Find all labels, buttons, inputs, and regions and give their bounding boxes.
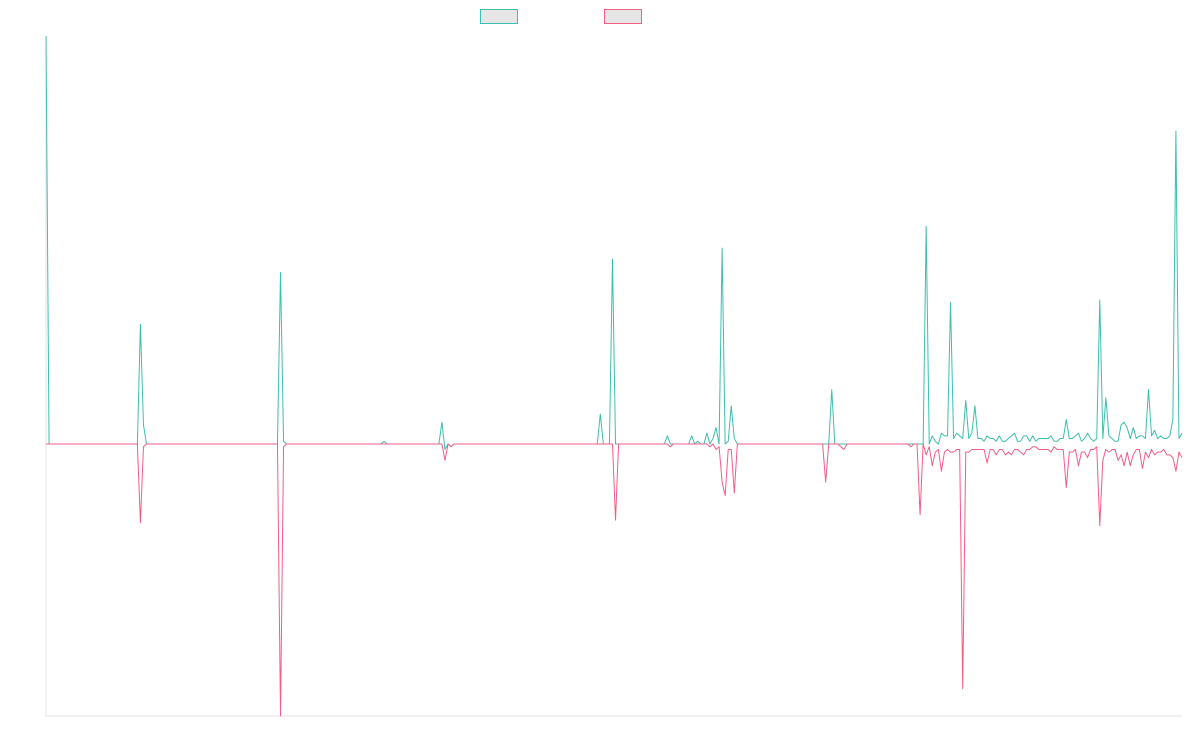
legend-swatch-series-1 bbox=[480, 9, 518, 24]
legend-item-series-1[interactable] bbox=[480, 9, 524, 24]
series-line-2 bbox=[46, 443, 1183, 717]
chart-axes bbox=[45, 36, 1182, 717]
series-line-1 bbox=[45, 35, 1183, 450]
legend-swatch-series-2 bbox=[604, 9, 642, 24]
legend-item-series-2[interactable] bbox=[604, 9, 648, 24]
series-layer bbox=[45, 35, 1183, 717]
